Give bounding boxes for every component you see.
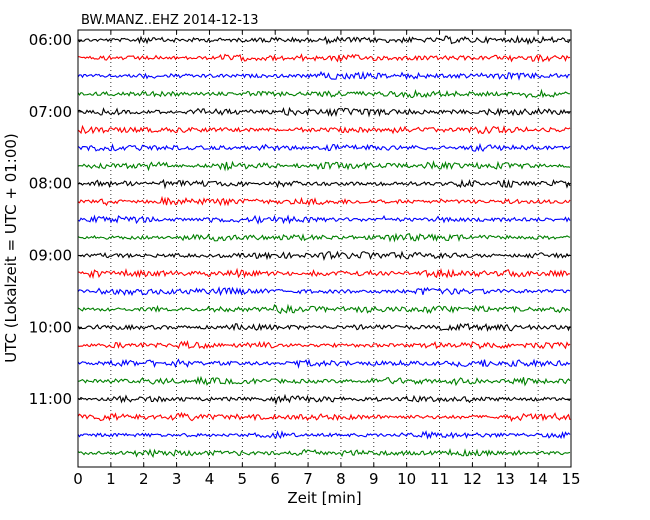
trace-1045 [77,375,571,387]
y-tick-label: 10:00 [29,318,72,336]
trace-0830 [77,214,571,225]
trace-0600 [77,34,571,46]
trace-0715 [77,124,571,135]
trace-0915 [77,267,571,280]
trace-0645 [77,88,571,99]
trace-0700 [77,106,571,118]
x-tick-label: 7 [303,470,313,488]
trace-1100 [77,393,571,406]
plot-frame [77,29,572,468]
trace-0900 [77,250,571,261]
trace-1000 [77,322,571,333]
x-tick-label: 8 [336,470,346,488]
grid-lines [110,30,539,467]
x-tick-label: 2 [139,470,149,488]
trace-0630 [77,70,571,81]
x-tick-label: 5 [238,470,248,488]
x-tick-label: 13 [496,470,515,488]
x-tick-label: 6 [270,470,280,488]
trace-0815 [77,195,571,207]
trace-0945 [77,303,571,315]
y-tick-label: 09:00 [29,246,72,264]
x-tick-label: 10 [397,470,416,488]
trace-0930 [77,286,571,297]
trace-0845 [77,232,571,243]
x-tick-label: 15 [561,470,580,488]
x-tick-label: 11 [430,470,449,488]
trace-1130 [77,430,571,440]
y-tick-label: 06:00 [29,31,72,49]
x-axis-ticks: 0 1 2 3 4 5 6 7 8 9 10 11 12 13 14 15 [73,30,581,488]
x-tick-label: 9 [369,470,379,488]
y-axis-label: UTC (Lokalzeit = UTC + 01:00) [2,133,20,363]
seismogram-traces [77,34,571,458]
x-tick-label: 3 [172,470,182,488]
trace-1145 [77,448,571,458]
chart-title: BW.MANZ..EHZ 2014-12-13 [81,13,259,28]
x-tick-label: 1 [106,470,116,488]
x-tick-label: 14 [529,470,548,488]
x-tick-label: 4 [205,470,215,488]
y-tick-label: 11:00 [29,390,72,408]
x-tick-label: 12 [463,470,482,488]
x-tick-label: 0 [73,470,83,488]
trace-1015 [77,339,571,350]
x-axis-label: Zeit [min] [287,489,361,507]
trace-0615 [77,53,571,63]
trace-0800 [77,178,571,190]
y-tick-label: 07:00 [29,103,72,121]
y-tick-label: 08:00 [29,175,72,193]
trace-1030 [77,358,571,369]
trace-0730 [77,142,571,153]
y-axis-ticks: 06:00 07:00 08:00 09:00 10:00 11:00 [29,31,571,408]
trace-0745 [77,159,571,172]
trace-1115 [77,411,571,423]
